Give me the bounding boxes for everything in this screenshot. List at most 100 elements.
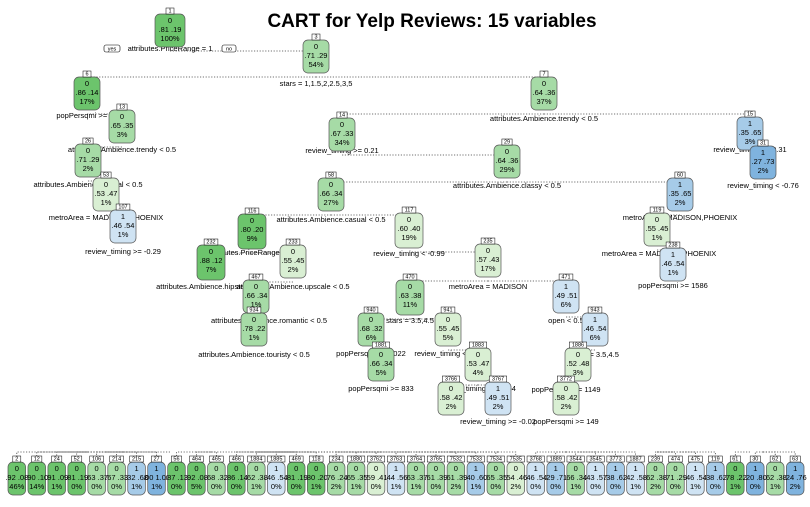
tree-node-number: 1 (168, 9, 171, 15)
leaf-node-class: 1 (474, 464, 478, 473)
tree-node-percent: 2% (493, 402, 504, 411)
leaf-node-number: 474 (671, 457, 680, 463)
leaf-node-percent: 2% (650, 482, 661, 491)
tree-node-percent: 5% (376, 368, 387, 377)
leaf-node-class: 0 (334, 464, 338, 473)
leaf-node-number: 464 (192, 457, 201, 463)
leaf-node-percent: 0% (670, 482, 681, 491)
leaf-node-percent: 0% (291, 482, 302, 491)
leaf-node-probabilities: .44 .56 (385, 473, 408, 482)
leaf-node-number-tag (688, 455, 703, 463)
tree-node-number: 467 (251, 275, 260, 281)
tree-node-percent: 17% (480, 264, 495, 273)
leaf-node-class: 0 (374, 464, 378, 473)
leaf-node-percent: 1% (470, 482, 481, 491)
leaf-node-number: 2 (15, 457, 18, 463)
leaf-node-probabilities: .43 .57 (584, 473, 607, 482)
leaf-node-class: 0 (454, 464, 458, 473)
leaf-node-probabilities: .92 .08 (185, 473, 208, 482)
tree-node-percent: 2% (675, 198, 686, 207)
tree-node-number-tag (402, 273, 418, 281)
leaf-node-percent: 46% (9, 482, 24, 491)
leaf-node-number: 7533 (470, 457, 482, 463)
tree-edge (488, 280, 567, 282)
leaf-node: 620.62 .381% (764, 455, 787, 496)
leaf-node-probabilities: .62 .38 (644, 473, 667, 482)
leaf-node-number-tag (668, 455, 683, 463)
leaf-node-class: 0 (314, 464, 318, 473)
tree-node-number: 117 (405, 208, 414, 214)
tree-node: 130.65 .353% (108, 103, 136, 144)
tree-node-class: 0 (168, 16, 172, 25)
leaf-node-probabilities: .59 .41 (365, 473, 388, 482)
leaf-node-probabilities: .38 .62 (604, 473, 627, 482)
tree-node-percent: 1% (251, 300, 262, 309)
leaf-node-class: 1 (713, 464, 717, 473)
leaf-edge (196, 451, 211, 462)
leaf-node-number-tag (229, 455, 244, 463)
leaf-node-probabilities: .40 .60 (464, 473, 487, 482)
leaf-node-probabilities: .78 .22 (724, 473, 747, 482)
leaf-node-number: 1880 (350, 457, 362, 463)
tree-node-class: 0 (408, 282, 412, 291)
leaf-node-percent: 0% (610, 482, 621, 491)
tree-node-number: 6 (85, 72, 88, 78)
tree-node-percent: 1% (652, 233, 663, 242)
leaf-node-number: 465 (212, 457, 221, 463)
tree-node-class: 0 (291, 247, 295, 256)
tree-node-number: 119 (653, 208, 662, 214)
leaf-node-class: 0 (354, 464, 358, 473)
tree-node-percent: 6% (561, 300, 572, 309)
leaf-node-probabilities: .67 .33 (105, 473, 128, 482)
tree-node-number: 13 (119, 105, 125, 111)
leaf-node-number-tag (31, 455, 43, 463)
tree-node-class: 1 (671, 250, 675, 259)
leaf-node-number: 3765 (430, 457, 442, 463)
tree-node-probabilities: .66 .34 (370, 359, 393, 368)
tree-node: 311.27 .732% (749, 139, 777, 180)
leaf-node-number: 3763 (390, 457, 402, 463)
leaf-node-class: 1 (534, 464, 538, 473)
tree-node-number: 232 (206, 240, 215, 246)
leaf-node-class: 0 (294, 464, 298, 473)
leaf-node: 301.20 .800% (744, 455, 767, 496)
leaf-node-probabilities: .62 .38 (764, 473, 787, 482)
leaf-node-percent: 0% (710, 482, 721, 491)
leaf-node-class: 1 (753, 464, 757, 473)
leaf-node-percent: 2% (331, 482, 342, 491)
leaf-edge (96, 451, 123, 462)
tree-node-class: 1 (121, 212, 125, 221)
tree-node: 260.71 .292% (74, 137, 102, 178)
tree-node-percent: 1% (668, 268, 679, 277)
leaf-node-class: 0 (234, 464, 238, 473)
leaf-node-class: 1 (394, 464, 398, 473)
leaf-node-percent: 1% (730, 482, 741, 491)
leaf-node-class: 0 (673, 464, 677, 473)
leaf-node-probabilities: .24 .76 (784, 473, 807, 482)
leaf-edge (415, 451, 498, 462)
tree-node-class: 0 (85, 79, 89, 88)
leaf-node-probabilities: .81 .19 (285, 473, 308, 482)
tree-node-class: 0 (379, 350, 383, 359)
leaf-node-class: 0 (214, 464, 218, 473)
tree-node-percent: 1% (249, 333, 260, 342)
leaf-node-probabilities: .20 .80 (744, 473, 767, 482)
split-rule: metroArea = MADISON,PHOENIX (49, 213, 163, 222)
leaf-node-class: 0 (773, 464, 777, 473)
tree-node-percent: 7% (206, 265, 217, 274)
tree-node-class: 0 (104, 180, 108, 189)
leaf-node-number-tag (566, 455, 585, 463)
leaf-node-class: 1 (693, 464, 697, 473)
tree-node-percent: 9% (247, 234, 258, 243)
tree-node-class: 0 (252, 315, 256, 324)
